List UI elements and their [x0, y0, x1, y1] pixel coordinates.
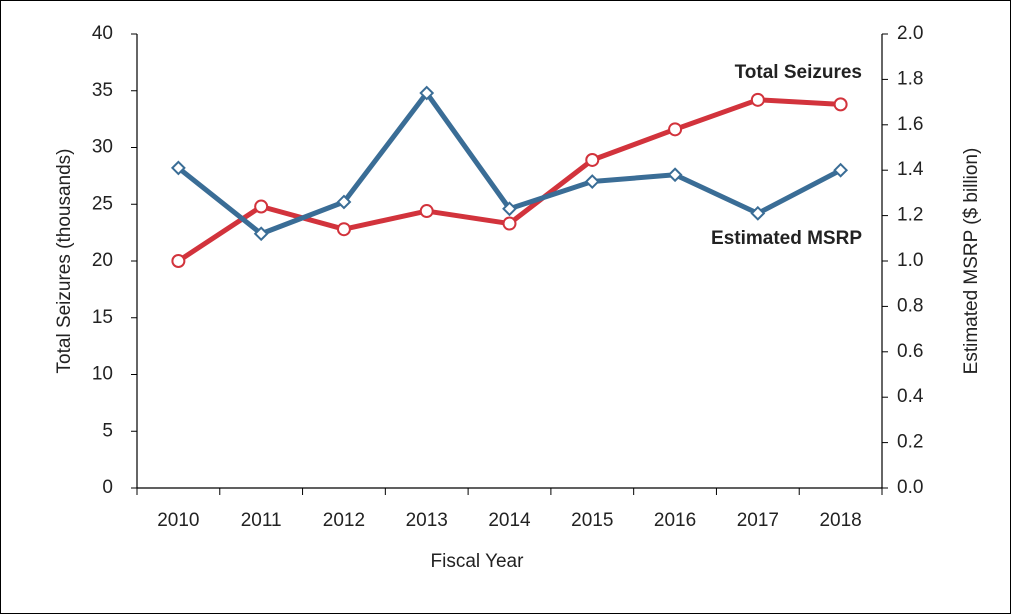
marker: [585, 152, 600, 167]
y2-tick-label: 1.8: [897, 68, 923, 89]
x-tick-label: 2017: [737, 510, 779, 531]
y-tick-label: 0: [102, 477, 113, 498]
x-tick-label: 2014: [488, 510, 531, 531]
marker: [502, 216, 517, 231]
y2-tick-label: 1.2: [897, 205, 923, 226]
marker: [667, 167, 683, 183]
marker: [833, 162, 849, 178]
y2-tick-label: 0.2: [897, 432, 923, 453]
x-tick-label: 2011: [241, 510, 282, 531]
marker: [419, 204, 434, 219]
marker: [419, 85, 435, 101]
marker: [336, 194, 352, 210]
series-annotation: Estimated MSRP: [711, 228, 862, 249]
y2-tick-label: 0.0: [897, 477, 923, 498]
y-axis-title: Total Seizures (thousands): [54, 149, 75, 374]
y-tick-label: 35: [92, 80, 113, 101]
marker: [750, 92, 765, 107]
y-tick-label: 5: [102, 420, 113, 441]
marker: [668, 122, 683, 137]
y-tick-label: 20: [92, 250, 113, 271]
x-tick-label: 2013: [406, 510, 448, 531]
y-tick-label: 40: [92, 23, 113, 44]
y2-tick-label: 2.0: [897, 23, 923, 44]
marker: [170, 160, 186, 176]
marker: [584, 174, 600, 189]
y2-tick-label: 1.0: [897, 250, 923, 271]
x-tick-label: 2010: [157, 510, 199, 531]
y-tick-label: 25: [92, 193, 113, 214]
marker: [254, 199, 269, 214]
y2-tick-label: 0.6: [897, 341, 923, 362]
x-tick-label: 2012: [323, 510, 365, 531]
y2-tick-label: 1.4: [897, 159, 924, 180]
y-tick-label: 30: [92, 137, 113, 158]
x-tick-label: 2016: [654, 510, 696, 531]
y2-axis-title: Estimated MSRP ($ billion): [961, 148, 982, 375]
x-tick-label: 2015: [571, 510, 613, 531]
marker: [750, 205, 766, 221]
marker: [833, 97, 848, 112]
y2-tick-label: 0.4: [897, 386, 924, 407]
y2-tick-label: 1.6: [897, 114, 923, 135]
y-tick-label: 10: [92, 364, 113, 385]
marker: [336, 222, 351, 237]
y-tick-label: 15: [92, 307, 113, 328]
x-tick-label: 2018: [819, 510, 861, 531]
x-axis-title: Fiscal Year: [431, 551, 525, 572]
marker: [502, 201, 517, 217]
y2-tick-label: 0.8: [897, 295, 923, 316]
marker: [171, 254, 186, 268]
series-annotation: Total Seizures: [735, 62, 862, 83]
marker: [253, 226, 269, 242]
